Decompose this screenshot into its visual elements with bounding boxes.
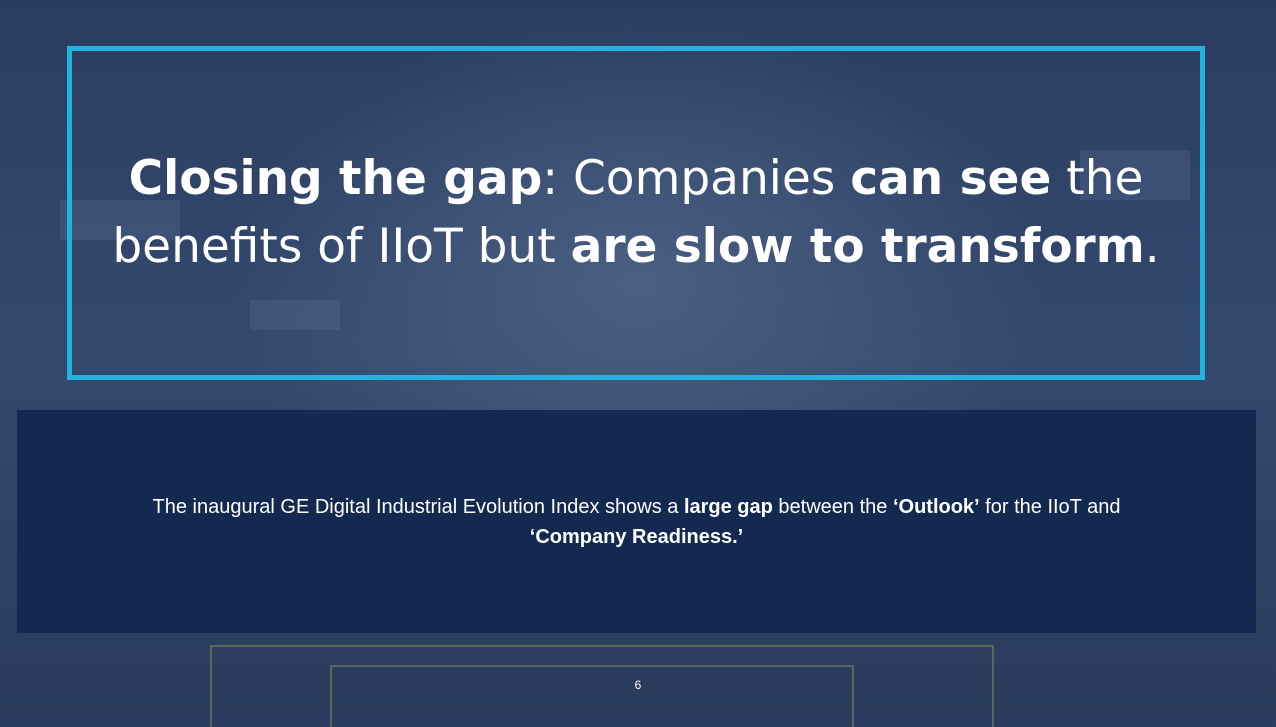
body-bold-4: ‘Outlook’: [892, 495, 980, 518]
body-bold-2: large gap: [683, 495, 773, 518]
title-bold-1: Closing the gap: [128, 151, 543, 206]
background-image: [250, 300, 340, 330]
info-text: The inaugural GE Digital Industrial Evol…: [37, 492, 1237, 552]
body-text-5: for the IIoT and: [979, 495, 1121, 518]
background-image: [60, 200, 180, 240]
body-text-3: between the: [772, 495, 893, 518]
slide-title: Closing the gap: Companies can see the b…: [86, 145, 1186, 281]
title-text-6: .: [1144, 219, 1160, 274]
body-bold-6: ‘Company Readiness.’: [529, 525, 744, 548]
info-box: The inaugural GE Digital Industrial Evol…: [17, 410, 1256, 633]
background-railing: [210, 645, 994, 727]
body-text-1: The inaugural GE Digital Industrial Evol…: [152, 495, 684, 518]
title-bold-5: are slow to transform: [570, 219, 1145, 274]
title-text-4: the benefits of IIoT but: [112, 151, 1144, 274]
page-number: 6: [634, 678, 642, 692]
title-bold-3: can see: [850, 151, 1052, 206]
background-image: [1080, 150, 1190, 200]
title-text-2: : Companies: [542, 151, 851, 206]
background-railing: [330, 665, 854, 727]
title-frame: Closing the gap: Companies can see the b…: [67, 46, 1205, 380]
